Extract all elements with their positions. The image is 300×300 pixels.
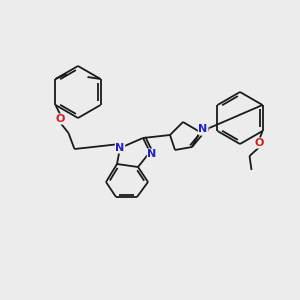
Text: O: O: [56, 114, 65, 124]
Text: N: N: [198, 124, 208, 134]
Text: O: O: [255, 138, 264, 148]
Text: N: N: [147, 149, 157, 159]
Text: O: O: [199, 125, 209, 135]
Text: N: N: [116, 143, 124, 153]
